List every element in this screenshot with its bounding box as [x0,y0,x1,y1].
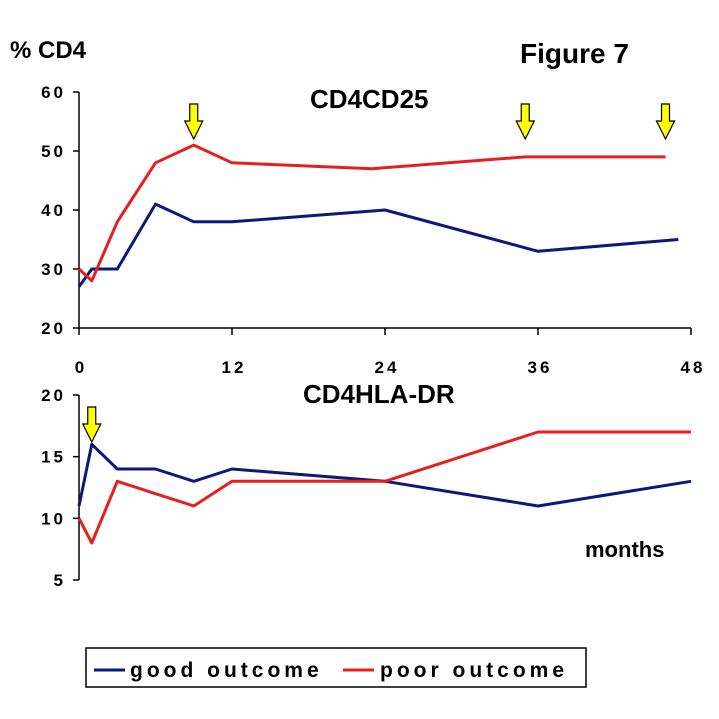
x-tick-label: 12 [222,358,247,377]
y-tick-label: 40 [41,201,66,220]
y-tick-label: 50 [41,142,66,161]
down-arrow-icon [183,103,204,141]
x-tick-label: 48 [681,358,706,377]
y-axis-label: % CD4 [10,37,87,64]
y-tick-label: 20 [41,319,66,338]
down-arrow-icon [515,103,536,141]
legend-label-good: good outcome [130,659,323,682]
y-tick-label: 15 [41,448,66,467]
figure-label: Figure 7 [520,38,629,69]
y-tick-label: 30 [41,260,66,279]
x-tick-label: 0 [75,358,87,377]
legend-box [85,647,587,688]
down-arrow-icon [81,406,102,444]
x-tick-label: 24 [375,358,400,377]
series-line-poor-1 [77,430,691,545]
x-axis-units: months [585,537,664,562]
down-arrow-icon [655,103,676,141]
series-line-poor-0 [77,143,666,283]
y-tick-label: 10 [41,509,66,528]
y-tick-label: 5 [54,571,66,590]
series-line-good-0 [77,202,679,288]
x-tick-label: 36 [528,358,553,377]
series-line-good-1 [77,442,692,508]
y-tick-label: 60 [41,83,66,102]
panel-title-0: CD4CD25 [310,84,429,114]
legend-label-poor: poor outcome [380,659,568,682]
y-tick-label: 20 [41,386,66,405]
panel-title-1: CD4HLA-DR [303,379,455,409]
legend: good outcome poor outcome [85,647,587,688]
